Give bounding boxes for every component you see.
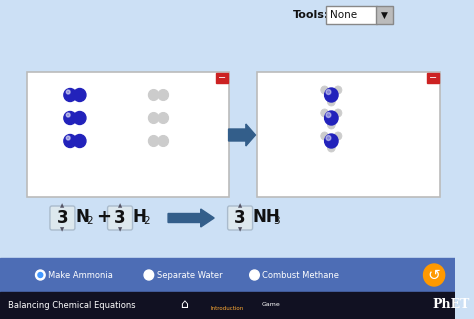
Circle shape — [328, 121, 335, 129]
FancyBboxPatch shape — [228, 206, 253, 230]
Circle shape — [158, 113, 169, 123]
Text: ▼: ▼ — [381, 11, 388, 19]
Bar — [216, 73, 228, 83]
Text: Separate Water: Separate Water — [156, 271, 222, 279]
FancyBboxPatch shape — [257, 72, 440, 197]
Text: +: + — [96, 208, 111, 226]
FancyBboxPatch shape — [326, 5, 377, 24]
FancyArrow shape — [228, 124, 255, 146]
Circle shape — [148, 136, 159, 146]
Circle shape — [66, 113, 70, 117]
Circle shape — [64, 135, 76, 147]
Text: ▲: ▲ — [60, 204, 64, 209]
Circle shape — [424, 264, 445, 286]
Text: 2: 2 — [143, 216, 150, 226]
Circle shape — [321, 132, 328, 140]
Text: Balancing Chemical Equations: Balancing Chemical Equations — [8, 300, 135, 309]
Text: ↺: ↺ — [428, 268, 440, 283]
Circle shape — [326, 113, 331, 117]
Circle shape — [66, 136, 70, 140]
FancyBboxPatch shape — [376, 5, 393, 24]
Circle shape — [326, 90, 331, 94]
Circle shape — [321, 86, 328, 94]
Circle shape — [64, 88, 76, 101]
Circle shape — [321, 109, 328, 117]
Circle shape — [334, 109, 342, 117]
Text: Tools:: Tools: — [293, 10, 329, 20]
Text: Introduction: Introduction — [211, 306, 244, 310]
Text: 3: 3 — [114, 209, 126, 227]
FancyArrow shape — [168, 209, 214, 227]
Bar — [0, 292, 455, 319]
Text: N: N — [76, 208, 90, 226]
FancyBboxPatch shape — [108, 206, 133, 230]
Circle shape — [148, 90, 159, 100]
Circle shape — [325, 111, 338, 125]
Bar — [428, 73, 439, 83]
Circle shape — [334, 86, 342, 94]
Circle shape — [73, 88, 86, 101]
Circle shape — [325, 134, 338, 148]
Text: 2: 2 — [86, 216, 93, 226]
Circle shape — [250, 270, 259, 280]
Text: −: − — [218, 73, 226, 83]
Circle shape — [158, 136, 169, 146]
Text: ▲: ▲ — [118, 204, 122, 209]
Text: ⌂: ⌂ — [181, 299, 188, 311]
Text: ▼: ▼ — [60, 227, 64, 233]
Text: ▼: ▼ — [118, 227, 122, 233]
Circle shape — [73, 135, 86, 147]
Circle shape — [334, 132, 342, 140]
FancyBboxPatch shape — [27, 72, 228, 197]
Bar — [0, 258, 455, 292]
Circle shape — [36, 270, 45, 280]
Text: NH: NH — [253, 208, 280, 226]
Circle shape — [64, 112, 76, 124]
Text: H: H — [133, 208, 146, 226]
Text: −: − — [429, 73, 437, 83]
Text: Make Ammonia: Make Ammonia — [48, 271, 113, 279]
Circle shape — [66, 90, 70, 94]
Circle shape — [158, 90, 169, 100]
FancyBboxPatch shape — [50, 206, 75, 230]
Text: PhET: PhET — [432, 299, 470, 311]
Circle shape — [326, 136, 331, 140]
Circle shape — [148, 113, 159, 123]
Circle shape — [144, 270, 154, 280]
Text: Combust Methane: Combust Methane — [262, 271, 339, 279]
Text: ▼: ▼ — [238, 227, 242, 233]
Text: ▲: ▲ — [238, 204, 242, 209]
Circle shape — [38, 272, 43, 278]
Text: 3: 3 — [56, 209, 68, 227]
Circle shape — [325, 88, 338, 102]
Text: 3: 3 — [234, 209, 246, 227]
Circle shape — [328, 98, 335, 106]
Text: 3: 3 — [273, 216, 279, 226]
Circle shape — [73, 112, 86, 124]
Text: Game: Game — [262, 302, 280, 308]
Text: None: None — [330, 10, 357, 20]
Circle shape — [328, 144, 335, 152]
